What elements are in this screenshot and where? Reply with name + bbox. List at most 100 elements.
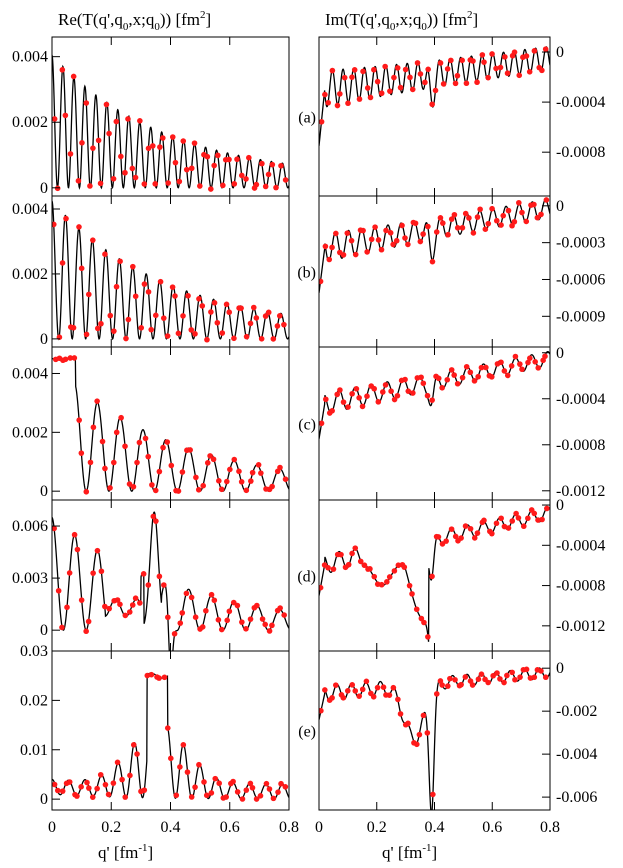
data-point — [113, 283, 120, 290]
x-tick-label: 0.8 — [279, 819, 299, 836]
data-point — [475, 373, 481, 380]
data-point — [380, 684, 387, 690]
data-point — [192, 331, 198, 337]
data-point — [516, 72, 523, 79]
data-point — [494, 670, 500, 676]
data-point — [150, 143, 156, 149]
data-point — [420, 712, 427, 719]
y-tick-label: -0.0004 — [556, 391, 605, 408]
data-point — [238, 479, 245, 485]
data-point — [526, 69, 533, 75]
data-point — [417, 238, 424, 245]
y-tick-label: -0.0012 — [556, 618, 605, 635]
y-tick-label: 0.03 — [20, 643, 48, 660]
data-point — [432, 87, 439, 94]
data-point — [98, 568, 105, 575]
data-point — [348, 237, 355, 244]
data-point — [269, 161, 276, 168]
data-point — [356, 395, 362, 401]
data-point — [195, 486, 202, 493]
data-point — [122, 612, 129, 619]
curve-c-re — [52, 358, 289, 492]
data-point — [103, 101, 110, 108]
data-point — [489, 205, 495, 212]
data-point — [378, 90, 385, 97]
x-axis-label-right: q' [fm-1] — [382, 842, 437, 862]
data-point — [199, 303, 206, 309]
data-point — [462, 523, 469, 529]
data-point — [281, 321, 287, 328]
data-point — [429, 101, 435, 108]
data-point — [183, 590, 190, 597]
data-point — [351, 67, 358, 73]
data-point — [371, 66, 377, 73]
data-point — [505, 525, 512, 531]
data-point — [504, 70, 511, 77]
data-point — [59, 260, 66, 266]
data-point — [78, 597, 85, 603]
data-point — [98, 320, 104, 327]
data-point — [59, 67, 66, 73]
data-point — [224, 478, 230, 485]
data-point — [502, 54, 508, 60]
panel-frame — [51, 346, 290, 501]
curve-d-im — [319, 506, 550, 642]
data-point — [203, 792, 210, 799]
data-point — [265, 171, 272, 178]
data-point — [199, 624, 206, 630]
data-point — [485, 679, 491, 686]
data-point — [378, 581, 385, 588]
data-point — [394, 392, 401, 399]
data-point — [132, 174, 139, 181]
data-point — [410, 390, 416, 396]
data-point — [234, 602, 241, 609]
data-point — [418, 615, 425, 622]
data-point — [388, 388, 394, 395]
data-point — [126, 481, 133, 487]
data-point — [118, 414, 124, 421]
data-point — [357, 558, 364, 565]
panel-label-a: (a) — [298, 110, 316, 127]
data-point — [207, 453, 213, 459]
data-point — [383, 227, 389, 234]
data-point — [265, 309, 272, 316]
data-point — [149, 482, 155, 488]
data-point — [243, 333, 250, 340]
data-point — [62, 356, 69, 363]
data-point — [323, 396, 329, 403]
data-point — [263, 780, 270, 787]
data-point — [122, 443, 128, 450]
data-point — [210, 456, 217, 463]
data-point — [278, 162, 284, 169]
data-point — [132, 293, 139, 300]
data-point — [161, 582, 167, 588]
data-point — [425, 223, 431, 230]
data-point — [173, 792, 180, 799]
data-point — [156, 573, 163, 580]
data-point — [59, 624, 65, 631]
data-point — [257, 793, 264, 799]
data-point — [239, 619, 245, 625]
data-point — [517, 674, 523, 680]
data-point — [224, 617, 230, 624]
data-point — [84, 779, 90, 786]
data-point — [78, 265, 85, 272]
data-point — [208, 591, 215, 598]
data-point — [459, 224, 466, 231]
data-point — [281, 612, 287, 618]
data-point — [169, 284, 176, 290]
data-point — [249, 784, 256, 791]
x-tick-label: 0.4 — [161, 819, 181, 836]
data-point — [391, 568, 398, 574]
data-point — [175, 330, 182, 337]
data-point — [440, 220, 446, 226]
data-point — [145, 289, 152, 295]
data-point — [435, 375, 442, 382]
data-point — [176, 178, 183, 185]
data-point — [527, 355, 533, 362]
data-point — [454, 380, 461, 387]
data-point — [407, 74, 413, 81]
y-tick-label: -0.004 — [556, 746, 597, 763]
data-point — [219, 330, 226, 336]
data-point — [454, 72, 461, 79]
